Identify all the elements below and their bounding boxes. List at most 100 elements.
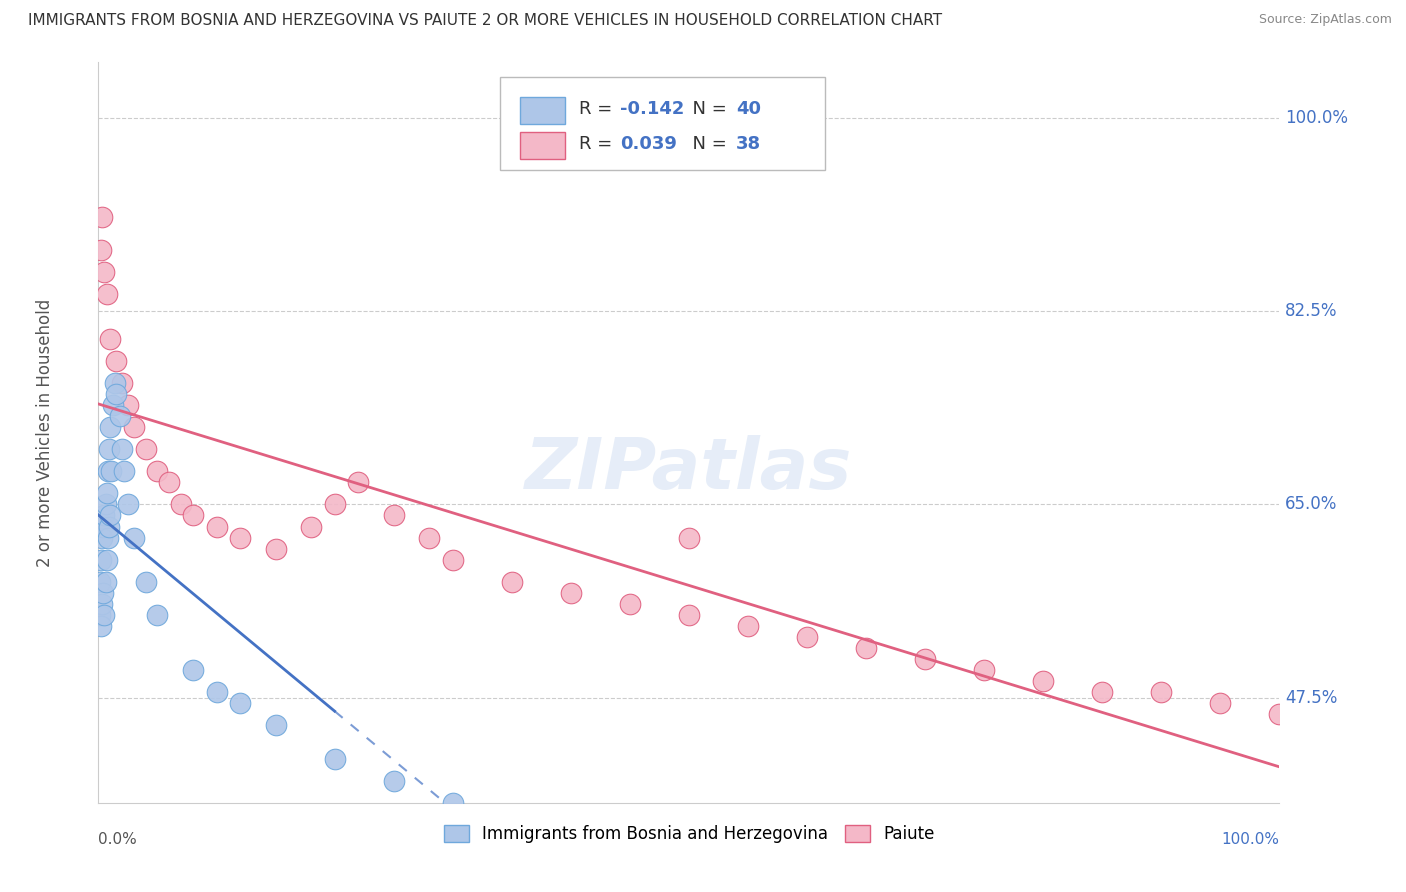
Point [97, 464, 120, 478]
Point [382, 508, 405, 523]
Text: 0.039: 0.039 [620, 135, 678, 153]
Text: IMMIGRANTS FROM BOSNIA AND HERZEGOVINA VS PAIUTE 2 OR MORE VEHICLES IN HOUSEHOLD: IMMIGRANTS FROM BOSNIA AND HERZEGOVINA V… [28, 13, 942, 29]
Point [122, 420, 145, 434]
Point [104, 376, 127, 390]
Point [264, 541, 287, 556]
Point [264, 718, 287, 732]
Point [101, 398, 124, 412]
Point [1209, 697, 1232, 711]
Point [97, 531, 120, 545]
Point [108, 409, 131, 423]
Point [560, 586, 582, 600]
Point [796, 630, 818, 644]
Text: 0.0%: 0.0% [98, 832, 138, 847]
Point [737, 619, 759, 633]
Text: 65.0%: 65.0% [1285, 495, 1337, 514]
Point [501, 818, 523, 832]
Text: R =: R = [579, 135, 619, 153]
Point [229, 697, 252, 711]
Text: 100.0%: 100.0% [1285, 109, 1348, 127]
Point [90, 244, 112, 258]
Point [914, 652, 936, 666]
Point [678, 531, 700, 545]
Point [323, 751, 346, 765]
Point [973, 663, 995, 677]
Point [1268, 707, 1291, 722]
Point [98, 442, 121, 457]
Text: Source: ZipAtlas.com: Source: ZipAtlas.com [1258, 13, 1392, 27]
Point [501, 574, 523, 589]
Point [619, 597, 641, 611]
Point [91, 519, 114, 533]
Text: R =: R = [579, 100, 619, 118]
Point [94, 574, 117, 589]
Point [347, 475, 370, 490]
Point [678, 607, 700, 622]
Text: 38: 38 [737, 135, 761, 153]
Point [181, 508, 204, 523]
Point [112, 464, 135, 478]
Point [157, 475, 180, 490]
Text: 47.5%: 47.5% [1285, 689, 1337, 706]
Point [205, 685, 228, 699]
Point [90, 552, 112, 566]
Point [96, 552, 118, 566]
Text: N =: N = [681, 100, 733, 118]
Point [90, 619, 112, 633]
Point [170, 498, 193, 512]
Point [441, 552, 464, 566]
Legend: Immigrants from Bosnia and Herzegovina, Paiute: Immigrants from Bosnia and Herzegovina, … [437, 819, 941, 850]
Point [323, 498, 346, 512]
Point [98, 519, 121, 533]
Point [96, 486, 118, 500]
Point [135, 442, 157, 457]
Text: ZIPatlas: ZIPatlas [526, 435, 852, 504]
Point [117, 398, 139, 412]
Point [91, 210, 114, 224]
Point [299, 519, 322, 533]
Point [94, 498, 117, 512]
FancyBboxPatch shape [520, 132, 565, 159]
Point [1091, 685, 1114, 699]
FancyBboxPatch shape [501, 78, 825, 169]
Point [855, 641, 877, 656]
Text: 100.0%: 100.0% [1222, 832, 1279, 847]
Point [1032, 674, 1054, 689]
Point [105, 353, 128, 368]
Point [122, 531, 145, 545]
Point [98, 508, 121, 523]
Point [105, 387, 128, 401]
Point [98, 420, 121, 434]
Point [111, 442, 134, 457]
Text: -0.142: -0.142 [620, 100, 685, 118]
Point [111, 376, 134, 390]
Point [89, 574, 111, 589]
FancyBboxPatch shape [520, 97, 565, 124]
Point [146, 607, 169, 622]
Point [93, 265, 115, 279]
Point [98, 332, 121, 346]
Point [91, 586, 114, 600]
Point [205, 519, 228, 533]
Point [91, 531, 114, 545]
Point [117, 498, 139, 512]
Point [181, 663, 204, 677]
Point [418, 531, 440, 545]
Point [560, 840, 582, 855]
Point [93, 508, 115, 523]
Text: N =: N = [681, 135, 733, 153]
Point [93, 607, 115, 622]
Point [100, 464, 122, 478]
Point [89, 607, 111, 622]
Point [229, 531, 252, 545]
Point [382, 773, 405, 788]
Text: 82.5%: 82.5% [1285, 302, 1339, 320]
Text: 40: 40 [737, 100, 761, 118]
Point [146, 464, 169, 478]
Point [135, 574, 157, 589]
Point [91, 597, 114, 611]
Point [441, 796, 464, 810]
Point [1150, 685, 1173, 699]
Text: 2 or more Vehicles in Household: 2 or more Vehicles in Household [37, 299, 55, 566]
Point [96, 287, 118, 301]
